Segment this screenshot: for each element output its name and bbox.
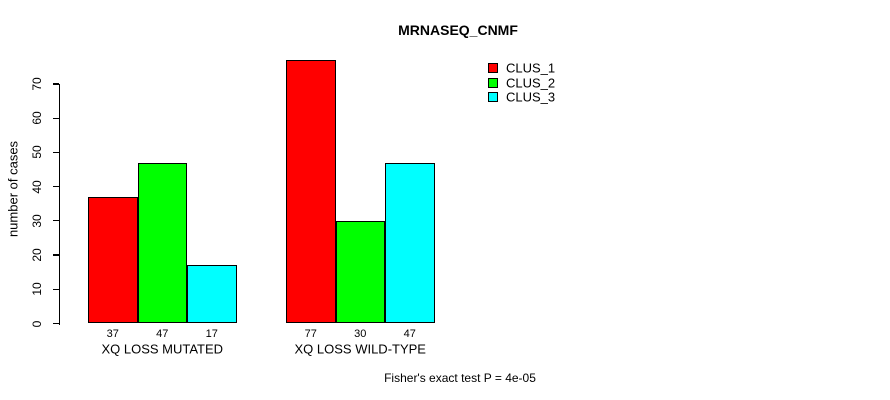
y-tick-label: 70 bbox=[30, 77, 44, 91]
bar-clus-3 bbox=[187, 265, 237, 324]
y-tick bbox=[52, 151, 59, 154]
y-tick bbox=[52, 117, 59, 119]
bar-value-label: 37 bbox=[106, 327, 119, 340]
bar-clus-2 bbox=[335, 220, 385, 324]
y-tick bbox=[52, 186, 59, 188]
y-tick bbox=[52, 288, 59, 290]
y-tick-label: 0 bbox=[30, 320, 44, 327]
y-tick-label: 10 bbox=[30, 282, 44, 296]
y-tick bbox=[52, 254, 59, 256]
bar-value-label: 77 bbox=[304, 327, 317, 340]
bar-clus-3 bbox=[385, 162, 435, 324]
bar-value-label: 47 bbox=[403, 327, 416, 340]
y-tick-label: 60 bbox=[30, 111, 44, 125]
y-tick-label: 50 bbox=[30, 145, 44, 160]
bar-clus-2 bbox=[137, 162, 187, 324]
y-tick-label: 20 bbox=[30, 248, 44, 262]
x-category-label: XQ LOSS MUTATED bbox=[101, 341, 224, 357]
bar-value-label: 47 bbox=[156, 327, 169, 340]
y-axis-line bbox=[59, 84, 61, 325]
y-tick bbox=[52, 220, 59, 222]
y-tick bbox=[52, 83, 59, 85]
y-tick-label: 40 bbox=[30, 179, 44, 194]
fisher-test-annotation: Fisher's exact test P = 4e-05 bbox=[384, 371, 536, 385]
bar-clus-1 bbox=[286, 60, 336, 324]
bar-value-label: 17 bbox=[205, 327, 218, 340]
y-tick-label: 30 bbox=[30, 214, 44, 228]
bar-value-label: 30 bbox=[354, 327, 367, 340]
y-tick bbox=[52, 322, 59, 325]
x-category-label: XQ LOSS WILD-TYPE bbox=[294, 341, 426, 357]
chart-title: MRNASEQ_CNMF bbox=[398, 22, 518, 38]
bar-clus-1 bbox=[88, 196, 138, 324]
